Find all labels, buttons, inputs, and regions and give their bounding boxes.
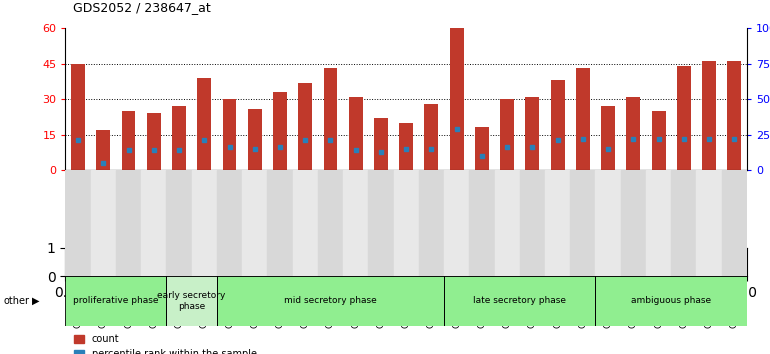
Bar (444, 170, 469, 276)
Bar (595, 170, 621, 276)
Bar (172, 106, 186, 170)
Bar (696, 170, 721, 276)
Bar (349, 97, 363, 170)
Bar (147, 113, 161, 170)
Text: ambiguous phase: ambiguous phase (631, 296, 711, 306)
Bar (419, 170, 444, 276)
Bar (469, 170, 494, 276)
Text: early secretory
phase: early secretory phase (157, 291, 226, 310)
Bar (393, 170, 419, 276)
Bar (651, 111, 665, 170)
Text: proliferative phase: proliferative phase (73, 296, 159, 306)
Text: ▶: ▶ (32, 296, 40, 306)
Bar (343, 170, 368, 276)
Bar (223, 99, 236, 170)
Bar (293, 170, 318, 276)
Bar (65, 276, 166, 326)
Bar (197, 78, 211, 170)
Bar (450, 28, 464, 170)
Bar (217, 170, 242, 276)
Bar (242, 170, 267, 276)
Bar (424, 104, 438, 170)
Bar (621, 170, 646, 276)
Bar (192, 170, 217, 276)
Bar (217, 276, 444, 326)
Bar (520, 170, 545, 276)
Bar (71, 64, 85, 170)
Bar (626, 97, 641, 170)
Bar (444, 276, 595, 326)
Bar (166, 276, 217, 326)
Bar (141, 170, 166, 276)
Bar (551, 80, 564, 170)
Bar (248, 109, 262, 170)
Bar (494, 170, 520, 276)
Bar (576, 68, 590, 170)
Text: late secretory phase: late secretory phase (474, 296, 566, 306)
Bar (374, 118, 388, 170)
Bar (96, 130, 110, 170)
Bar (721, 170, 747, 276)
Bar (475, 127, 489, 170)
Bar (702, 61, 716, 170)
Bar (91, 170, 116, 276)
Bar (122, 111, 136, 170)
Bar (595, 276, 747, 326)
Bar (500, 99, 514, 170)
Bar (671, 170, 696, 276)
Bar (677, 66, 691, 170)
Text: other: other (4, 296, 30, 306)
Bar (323, 68, 337, 170)
Bar (273, 92, 287, 170)
Bar (368, 170, 393, 276)
Bar (399, 123, 413, 170)
Bar (728, 61, 742, 170)
Bar (267, 170, 293, 276)
Text: mid secretory phase: mid secretory phase (284, 296, 377, 306)
Bar (318, 170, 343, 276)
Bar (601, 106, 615, 170)
Bar (65, 170, 91, 276)
Bar (298, 82, 312, 170)
Legend: count, percentile rank within the sample: count, percentile rank within the sample (70, 331, 260, 354)
Bar (646, 170, 671, 276)
Bar (571, 170, 595, 276)
Bar (116, 170, 141, 276)
Bar (166, 170, 192, 276)
Text: GDS2052 / 238647_at: GDS2052 / 238647_at (73, 1, 211, 14)
Bar (545, 170, 571, 276)
Bar (525, 97, 539, 170)
